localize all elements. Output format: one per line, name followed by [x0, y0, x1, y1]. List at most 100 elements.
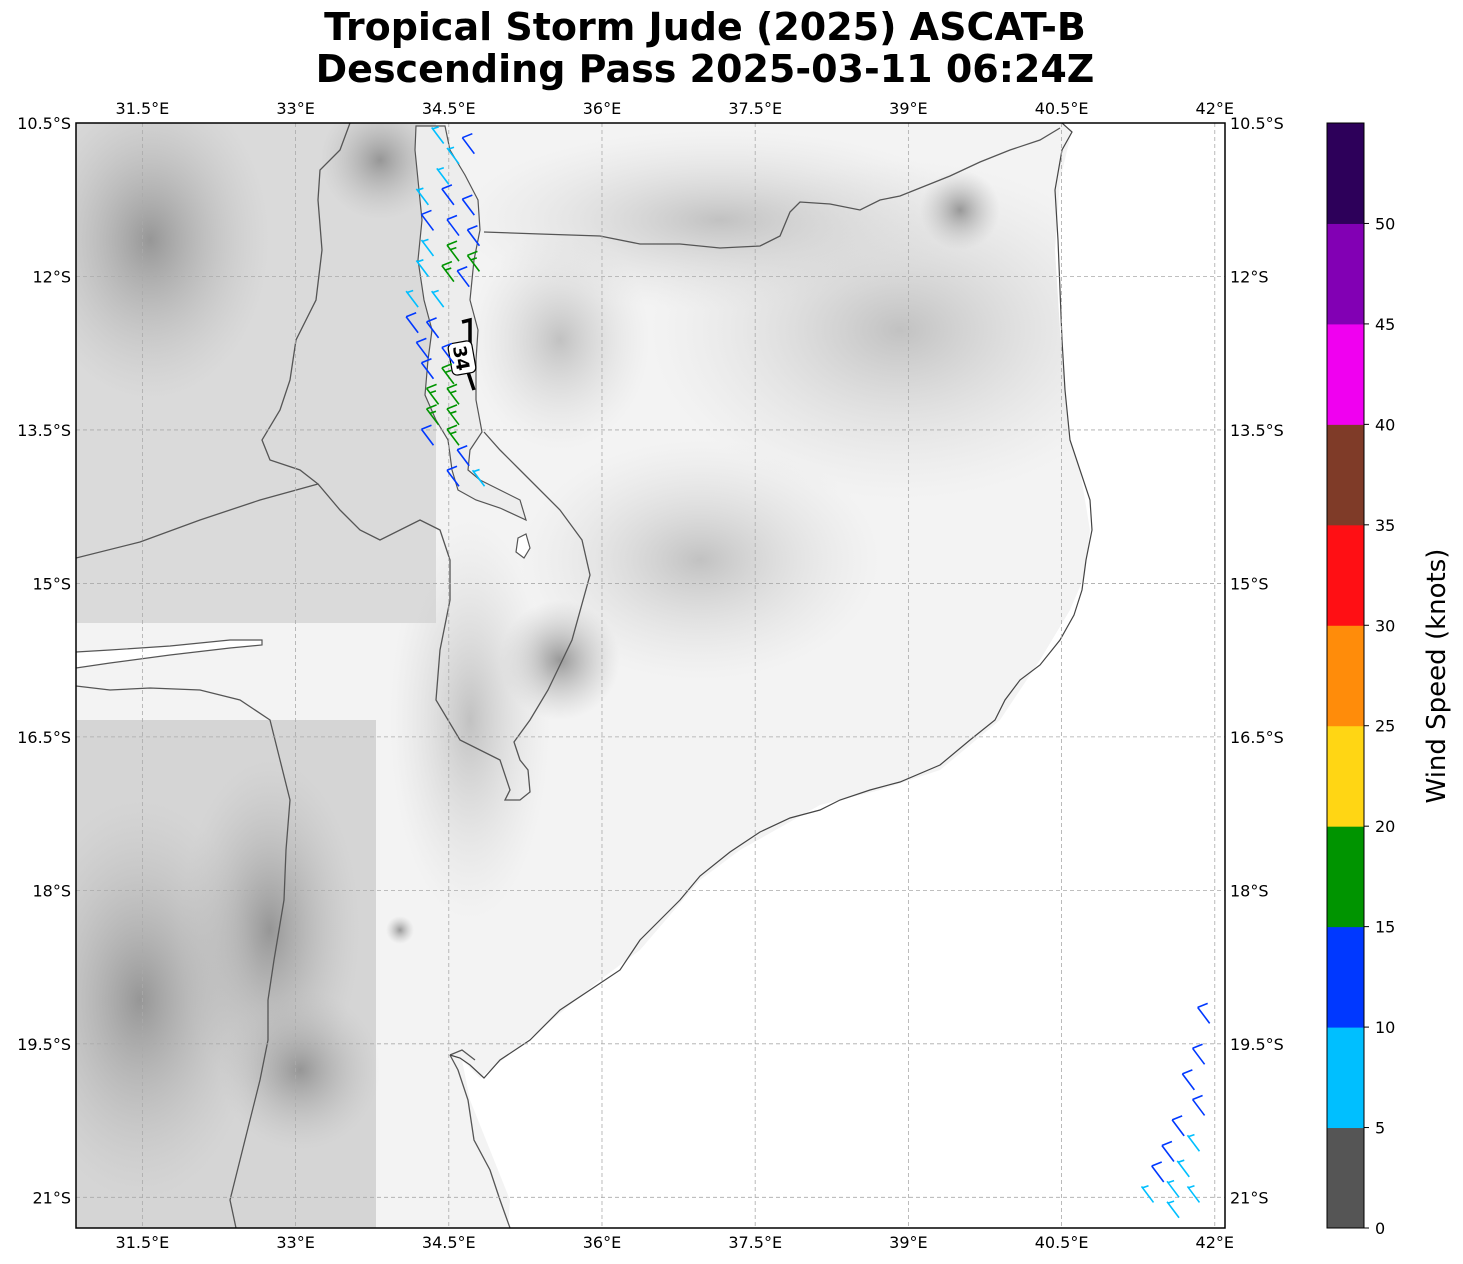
colorbar-tick-label: 0 — [1375, 1219, 1385, 1238]
colorbar-bin-3 — [1327, 826, 1364, 928]
wind-barb — [471, 468, 486, 487]
wind-barb — [456, 265, 470, 288]
lat-tick-label-right: 19.5°S — [1230, 1035, 1284, 1054]
lake-chilwa — [515, 533, 531, 559]
wind-barb — [1176, 1159, 1190, 1178]
wind-barb — [441, 342, 455, 364]
colorbar-bin-7 — [1327, 424, 1364, 526]
page-title: Tropical Storm Jude (2025) ASCAT-B Desce… — [0, 6, 1410, 90]
graticule — [76, 123, 1225, 1228]
title-line-2: Descending Pass 2025-03-11 06:24Z — [315, 47, 1095, 91]
colorbar-bins — [1327, 123, 1364, 1229]
wind-barb — [425, 404, 440, 426]
wind-barb — [415, 259, 429, 277]
lon-tick-label-bottom: 37.5°E — [728, 1233, 782, 1252]
colorbar-tick-label: 45 — [1375, 315, 1395, 334]
wind-barb — [405, 312, 419, 334]
lat-tick-label-right: 12°S — [1230, 267, 1269, 286]
lat-tick-label-right: 16.5°S — [1230, 728, 1284, 747]
lon-tick-label-top: 40.5°E — [1035, 99, 1089, 118]
wind-barb — [1191, 1094, 1206, 1116]
wind-barb — [1161, 1140, 1175, 1162]
colorbar-bin-2 — [1327, 926, 1364, 1028]
lon-tick-label-bottom: 34.5°E — [422, 1233, 476, 1252]
wind-barb — [1191, 1043, 1206, 1065]
lat-tick-label-left: 18°S — [32, 881, 71, 900]
map-frame — [75, 122, 1226, 1229]
title-line-1: Tropical Storm Jude (2025) ASCAT-B — [324, 5, 1086, 49]
colorbar-label: Wind Speed (knots) — [1422, 549, 1452, 804]
wind-barb — [431, 289, 445, 308]
colorbar-bin-8 — [1327, 323, 1364, 425]
wind-barb — [420, 358, 435, 380]
wind-barb — [456, 445, 470, 467]
coastline — [449, 123, 1093, 1079]
ocean — [462, 123, 1225, 1228]
colorbar-tick-label: 5 — [1375, 1119, 1385, 1138]
colorbar-tick-label: 15 — [1375, 918, 1395, 937]
lat-tick-label-right: 13.5°S — [1230, 421, 1284, 440]
lat-tick-label-left: 12°S — [32, 267, 71, 286]
lat-tick-label-left: 10.5°S — [17, 114, 71, 133]
lon-tick-label-top: 42°E — [1196, 99, 1234, 118]
colorbar-bin-9 — [1327, 223, 1364, 325]
wind-barb — [446, 465, 460, 487]
colorbar: 0 5 10 15 20 25 30 35 40 45 50 Wind Speed (knots) — [1326, 122, 1452, 1238]
colorbar-bin-10 — [1327, 123, 1364, 224]
contour-label-box: 34 — [447, 340, 477, 376]
colorbar-bin-1 — [1327, 1027, 1364, 1129]
wind-barb — [420, 424, 435, 446]
wind-barb — [1166, 1200, 1180, 1219]
wind-barb — [431, 126, 445, 144]
colorbar-tick-label: 25 — [1375, 717, 1395, 736]
wind-barb — [1186, 1133, 1201, 1152]
colorbar-tick-label: 50 — [1375, 214, 1395, 233]
colorbar-bin-6 — [1327, 524, 1364, 626]
terrain-relief — [76, 123, 1150, 1228]
wind-barb — [1171, 1115, 1185, 1137]
map-area: 34 — [76, 123, 1225, 1228]
lat-tick-label-left: 15°S — [32, 574, 71, 593]
lon-tick-label-top: 34.5°E — [422, 99, 476, 118]
lon-tick-label-bottom: 36°E — [583, 1233, 621, 1252]
wind-barb — [420, 209, 435, 231]
lat-tick-label-left: 21°S — [32, 1188, 71, 1207]
lat-tick-label-left: 13.5°S — [17, 421, 71, 440]
wind-barb — [425, 383, 440, 405]
wind-barb — [446, 424, 460, 446]
lon-tick-label-bottom: 31.5°E — [116, 1233, 170, 1252]
colorbar-bin-5 — [1327, 625, 1364, 727]
lon-tick-label-bottom: 39°E — [889, 1233, 927, 1252]
wind-barb — [415, 187, 429, 206]
wind-barb — [446, 146, 460, 165]
colorbar-tick-label: 35 — [1375, 516, 1395, 535]
wind-barb — [446, 383, 460, 405]
lon-tick-label-top: 31.5°E — [116, 99, 170, 118]
wind-barb — [466, 250, 481, 272]
axis-tick-labels: 31.5°E 31.5°E 33°E 33°E 34.5°E 34.5°E 36°E 36°E… — [17, 99, 1284, 1252]
wind-barb — [1140, 1185, 1155, 1203]
lon-tick-label-bottom: 42°E — [1196, 1233, 1234, 1252]
colorbar-tick-label: 20 — [1375, 817, 1395, 836]
colorbar-tick-label: 10 — [1375, 1018, 1395, 1037]
wind-barb — [420, 238, 435, 257]
wind-barbs — [405, 126, 1211, 1219]
wind-contour-34kt — [461, 317, 476, 391]
colorbar-tick-label: 40 — [1375, 415, 1395, 434]
wind-barb — [1151, 1161, 1165, 1183]
lake-kariba — [76, 639, 263, 669]
contour-label: 34 — [448, 344, 473, 372]
wind-barb — [446, 240, 460, 262]
wind-barb — [425, 317, 440, 339]
wind-barb — [1186, 1185, 1201, 1203]
lon-tick-label-bottom: 40.5°E — [1035, 1233, 1089, 1252]
wind-barb — [1181, 1069, 1195, 1091]
wind-barb — [1197, 1002, 1211, 1024]
wind-barb — [405, 289, 419, 308]
lat-tick-label-right: 18°S — [1230, 881, 1269, 900]
wind-barb — [436, 166, 450, 185]
wind-barb — [441, 363, 455, 385]
wind-barb — [466, 225, 481, 247]
lat-tick-label-right: 15°S — [1230, 574, 1269, 593]
